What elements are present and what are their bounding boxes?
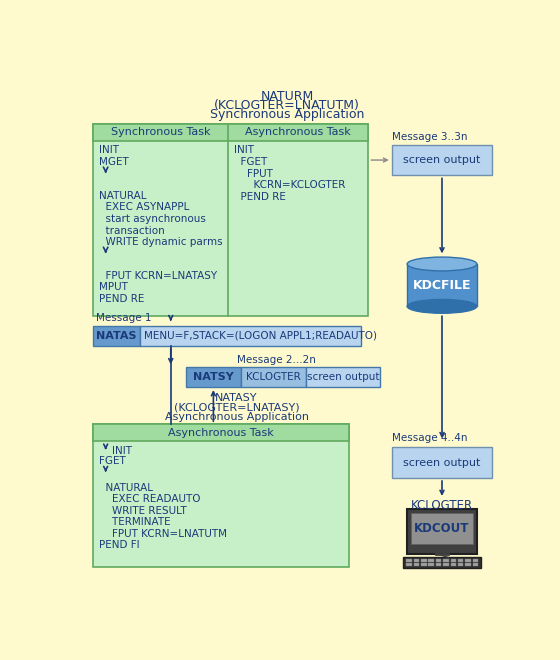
Text: FPUT KCRN=LNATUTM: FPUT KCRN=LNATUTM [100,529,227,539]
Bar [451,559,456,562]
Text: EXEC READAUTO: EXEC READAUTO [100,494,201,504]
Text: screen output: screen output [403,155,480,165]
Text: EXEC ASYNAPPL: EXEC ASYNAPPL [100,203,190,213]
Text: Synchronous Task: Synchronous Task [111,127,211,137]
Text: WRITE RESULT: WRITE RESULT [100,506,187,515]
Bar [94,124,368,141]
Text: start asynchronous: start asynchronous [100,214,206,224]
Bar [465,559,470,562]
Text: NATAS: NATAS [96,331,137,341]
Text: FGET: FGET [234,157,268,167]
Ellipse shape [407,257,477,271]
Text: MENU=F,STACK=(LOGON APPL1;READAUTO): MENU=F,STACK=(LOGON APPL1;READAUTO) [144,331,377,341]
Bar [94,325,140,346]
Text: Message 1: Message 1 [96,314,152,323]
Bar [391,145,492,176]
Bar [414,563,419,566]
Bar [391,447,492,478]
Text: NATURAL: NATURAL [100,191,147,201]
Bar [473,563,478,566]
Text: INIT: INIT [234,145,254,155]
Bar [451,563,456,566]
Text: NATASY: NATASY [216,393,258,403]
Text: FGET: FGET [100,455,126,466]
Text: Message 3..3n: Message 3..3n [391,131,467,141]
Bar [140,325,361,346]
Text: MPUT: MPUT [100,282,128,292]
Text: screen output: screen output [306,372,379,382]
Bar [306,367,380,387]
Text: (KCLOGTER=LNATASY): (KCLOGTER=LNATASY) [174,403,300,412]
Text: KCLOGTER: KCLOGTER [246,372,300,382]
Text: TERMINATE: TERMINATE [100,517,171,527]
Bar [458,563,463,566]
Bar [428,559,434,562]
Text: FPUT: FPUT [234,168,273,178]
Bar [458,559,463,562]
Text: KDCOUT: KDCOUT [414,521,470,535]
Bar [407,559,412,562]
Bar [240,367,306,387]
Text: Asynchronous Application: Asynchronous Application [165,412,309,422]
Bar [407,264,477,306]
Text: KCRN=KCLOGTER: KCRN=KCLOGTER [234,180,346,190]
Text: INIT: INIT [100,145,119,155]
Text: screen output: screen output [403,457,480,468]
Text: PEND FI: PEND FI [100,541,140,550]
Text: NATURAL: NATURAL [100,482,153,492]
Bar [443,559,449,562]
Text: KCLOGTER: KCLOGTER [411,499,473,512]
Bar [443,563,449,566]
Text: Asynchronous Task: Asynchronous Task [168,428,274,438]
Text: MGET: MGET [100,157,129,167]
Text: Message 2...2n: Message 2...2n [237,355,315,365]
Text: PEND RE: PEND RE [100,294,145,304]
Text: INIT: INIT [112,446,132,457]
Text: KDCFILE: KDCFILE [413,279,472,292]
Bar [436,559,441,562]
Text: FPUT KCRN=LNATASY: FPUT KCRN=LNATASY [100,271,218,281]
Text: Asynchronous Task: Asynchronous Task [245,127,351,137]
Bar [94,124,368,316]
Bar [94,424,349,441]
Bar [421,563,427,566]
Bar [436,563,441,566]
Bar [403,557,480,568]
Text: transaction: transaction [100,226,165,236]
Text: NATSY: NATSY [193,372,234,382]
Ellipse shape [407,300,477,313]
Text: PEND RE: PEND RE [234,191,286,201]
Text: Synchronous Application: Synchronous Application [210,108,364,121]
Bar [428,563,434,566]
Bar [414,559,419,562]
Text: NATURM: NATURM [260,90,314,103]
Bar [411,513,473,543]
Text: Message 4..4n: Message 4..4n [391,434,467,444]
Text: WRITE dynamic parms: WRITE dynamic parms [100,237,223,247]
Bar [94,424,349,566]
Bar [407,509,477,554]
Bar [473,559,478,562]
Bar [186,367,240,387]
Bar [421,559,427,562]
Text: (KCLOGTER=LNATUTM): (KCLOGTER=LNATUTM) [214,99,360,112]
Bar [407,563,412,566]
Bar [465,563,470,566]
